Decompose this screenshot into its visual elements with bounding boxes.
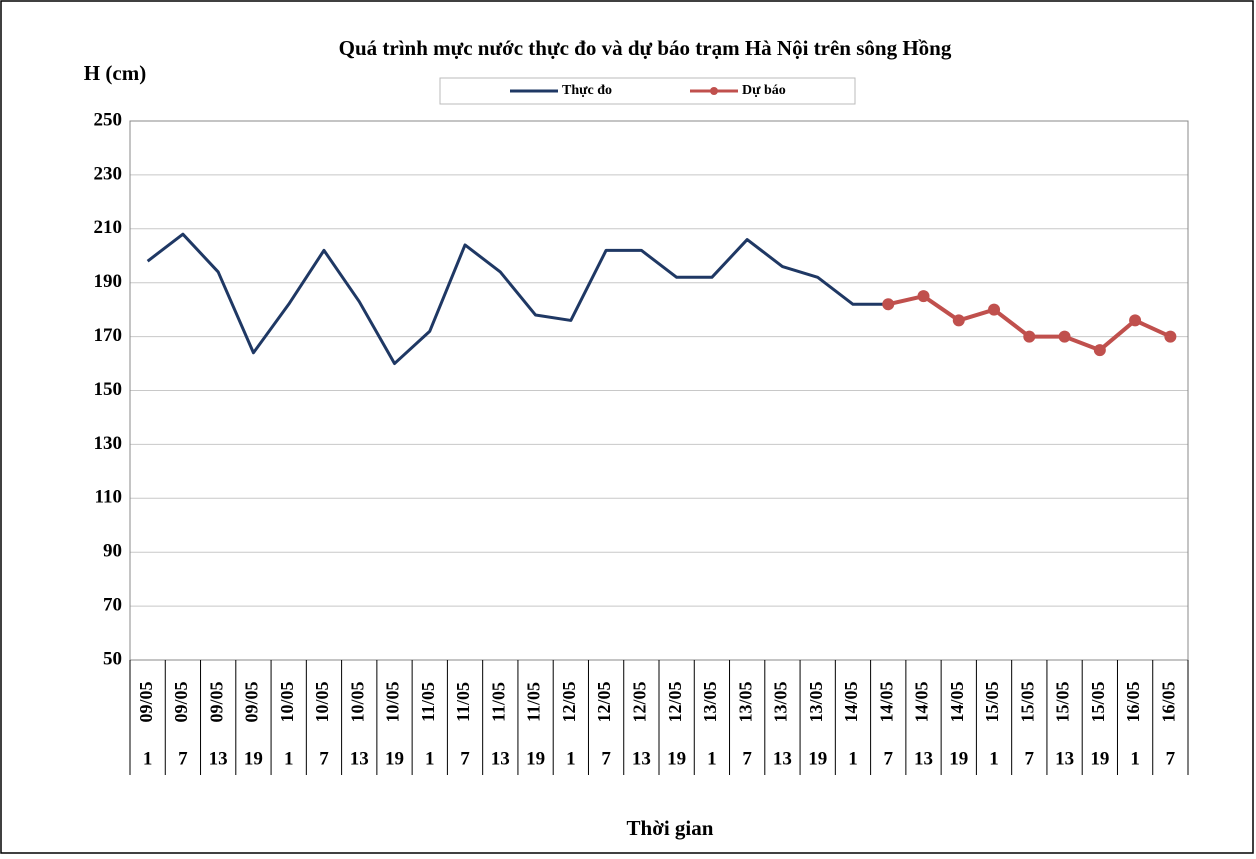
x-subtick-label: 19 bbox=[949, 748, 968, 769]
x-tick-label: 09/05 bbox=[171, 681, 191, 722]
series-marker bbox=[882, 298, 895, 311]
y-tick-label: 130 bbox=[94, 433, 123, 454]
x-subtick-label: 7 bbox=[1166, 748, 1176, 769]
x-subtick-label: 7 bbox=[883, 748, 893, 769]
x-subtick-label: 7 bbox=[742, 748, 752, 769]
x-subtick-label: 13 bbox=[1055, 748, 1074, 769]
series-marker bbox=[988, 303, 1001, 316]
x-subtick-label: 1 bbox=[989, 748, 999, 769]
legend-marker bbox=[710, 87, 718, 95]
x-subtick-label: 13 bbox=[209, 748, 228, 769]
x-tick-label: 12/05 bbox=[665, 681, 685, 722]
x-tick-label: 14/05 bbox=[912, 681, 932, 722]
x-subtick-label: 13 bbox=[632, 748, 651, 769]
y-tick-label: 70 bbox=[103, 594, 122, 615]
series-marker bbox=[917, 290, 930, 303]
x-tick-label: 13/05 bbox=[700, 681, 720, 722]
x-tick-label: 14/05 bbox=[947, 681, 967, 722]
x-subtick-label: 7 bbox=[1025, 748, 1035, 769]
series-marker bbox=[1023, 330, 1036, 343]
x-tick-label: 15/05 bbox=[1017, 681, 1037, 722]
x-subtick-label: 13 bbox=[491, 748, 510, 769]
y-tick-label: 110 bbox=[95, 487, 122, 508]
x-axis-title: Thời gian bbox=[627, 816, 714, 840]
x-subtick-label: 19 bbox=[1090, 748, 1109, 769]
x-subtick-label: 1 bbox=[425, 748, 435, 769]
legend-label: Dự báo bbox=[742, 83, 786, 98]
x-subtick-label: 19 bbox=[244, 748, 263, 769]
x-subtick-label: 1 bbox=[707, 748, 717, 769]
x-tick-label: 09/05 bbox=[242, 681, 262, 722]
x-subtick-label: 13 bbox=[350, 748, 369, 769]
series-marker bbox=[1058, 330, 1071, 343]
x-subtick-label: 13 bbox=[914, 748, 933, 769]
x-tick-label: 15/05 bbox=[1053, 681, 1073, 722]
x-subtick-label: 1 bbox=[284, 748, 294, 769]
x-tick-label: 10/05 bbox=[383, 681, 403, 722]
x-tick-label: 13/05 bbox=[771, 681, 791, 722]
y-axis-title: H (cm) bbox=[84, 61, 146, 85]
x-tick-label: 15/05 bbox=[1088, 681, 1108, 722]
y-tick-label: 230 bbox=[94, 163, 123, 184]
x-subtick-label: 1 bbox=[143, 748, 153, 769]
x-tick-label: 09/05 bbox=[136, 681, 156, 722]
x-tick-label: 10/05 bbox=[312, 681, 332, 722]
x-tick-label: 13/05 bbox=[806, 681, 826, 722]
legend-label: Thực đo bbox=[562, 83, 612, 98]
x-subtick-label: 7 bbox=[460, 748, 470, 769]
x-subtick-label: 7 bbox=[319, 748, 329, 769]
series-line bbox=[146, 232, 889, 366]
y-tick-label: 90 bbox=[103, 541, 122, 562]
x-tick-label: 11/05 bbox=[524, 682, 544, 722]
x-tick-label: 09/05 bbox=[206, 681, 226, 722]
x-tick-label: 14/05 bbox=[876, 681, 896, 722]
legend-box bbox=[439, 77, 856, 105]
y-tick-label: 210 bbox=[94, 217, 123, 238]
x-tick-label: 12/05 bbox=[559, 681, 579, 722]
x-subtick-label: 19 bbox=[526, 748, 545, 769]
x-tick-label: 10/05 bbox=[277, 681, 297, 722]
x-tick-label: 13/05 bbox=[735, 681, 755, 722]
x-tick-label: 16/05 bbox=[1123, 681, 1143, 722]
x-tick-label: 14/05 bbox=[841, 681, 861, 722]
x-tick-label: 11/05 bbox=[488, 682, 508, 722]
x-subtick-label: 19 bbox=[667, 748, 686, 769]
x-subtick-label: 13 bbox=[773, 748, 792, 769]
x-subtick-label: 1 bbox=[848, 748, 858, 769]
x-tick-label: 11/05 bbox=[453, 682, 473, 722]
chart-title: Quá trình mực nước thực đo và dự báo trạ… bbox=[339, 36, 952, 60]
series-marker bbox=[1093, 344, 1106, 357]
x-tick-label: 12/05 bbox=[629, 681, 649, 722]
x-tick-label: 15/05 bbox=[982, 681, 1002, 722]
y-tick-label: 170 bbox=[94, 325, 123, 346]
x-tick-label: 11/05 bbox=[418, 682, 438, 722]
y-tick-label: 190 bbox=[94, 271, 123, 292]
series-marker bbox=[1164, 330, 1177, 343]
x-tick-label: 12/05 bbox=[594, 681, 614, 722]
x-tick-label: 16/05 bbox=[1158, 681, 1178, 722]
x-subtick-label: 19 bbox=[808, 748, 827, 769]
series-marker bbox=[1129, 314, 1142, 327]
y-tick-label: 250 bbox=[94, 109, 123, 130]
series-marker bbox=[952, 314, 965, 327]
y-tick-label: 50 bbox=[103, 648, 122, 669]
y-tick-label: 150 bbox=[94, 379, 123, 400]
x-subtick-label: 1 bbox=[1130, 748, 1140, 769]
x-subtick-label: 7 bbox=[178, 748, 188, 769]
x-subtick-label: 1 bbox=[566, 748, 576, 769]
x-tick-label: 10/05 bbox=[347, 681, 367, 722]
x-subtick-label: 7 bbox=[601, 748, 611, 769]
x-subtick-label: 19 bbox=[385, 748, 404, 769]
